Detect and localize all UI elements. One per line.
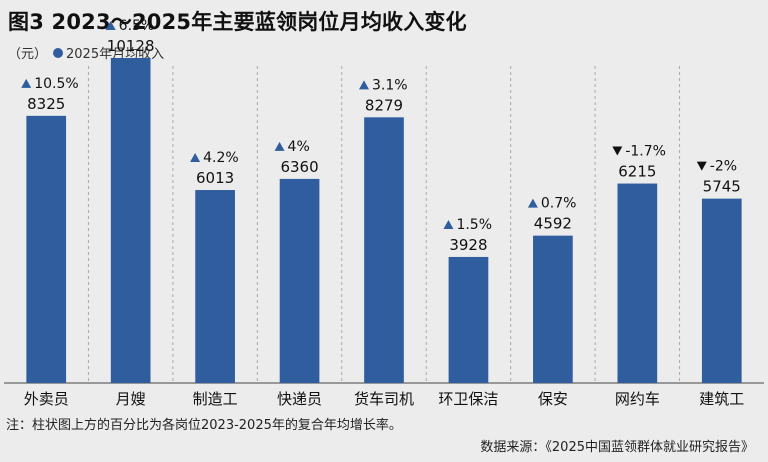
up-arrow-icon	[190, 153, 201, 163]
bar-月嫂	[110, 57, 151, 383]
growth-label: -1.7%	[625, 144, 666, 160]
value-label: 5745	[703, 178, 741, 196]
growth-label: 3.1%	[372, 77, 408, 93]
growth-label: 6.5%	[119, 18, 155, 34]
up-arrow-icon	[21, 78, 32, 88]
growth-label: 4%	[288, 139, 310, 155]
category-label: 建筑工	[699, 390, 744, 408]
category-label: 环卫保洁	[438, 390, 498, 408]
value-label: 6215	[618, 163, 656, 181]
value-label: 4592	[534, 215, 572, 233]
growth-label: 10.5%	[34, 76, 78, 92]
chart-title: 图3 2023～2025年主要蓝领岗位月均收入变化	[8, 10, 467, 34]
bar-保安	[533, 235, 573, 383]
bar-外卖员	[26, 115, 67, 383]
up-arrow-icon	[105, 20, 116, 30]
legend-dot-icon	[53, 47, 64, 58]
unit-label: （元）	[8, 47, 48, 62]
up-arrow-icon	[359, 80, 369, 90]
up-arrow-icon	[274, 141, 285, 151]
category-label: 货车司机	[354, 390, 414, 408]
category-label: 保安	[538, 390, 568, 408]
bar-建筑工	[701, 198, 742, 383]
value-label: 10128	[107, 37, 155, 55]
value-label: 3928	[449, 236, 487, 254]
up-arrow-icon	[443, 219, 454, 229]
down-arrow-icon	[612, 146, 623, 156]
bar-chart: 8325 10.5% 外卖员 10128 6.5% 月嫂 6013 4.2% 制造工 6360 4%…	[4, 18, 764, 408]
down-arrow-icon	[696, 161, 707, 171]
up-arrow-icon	[527, 198, 538, 208]
value-label: 8279	[365, 96, 403, 114]
growth-label: 1.5%	[456, 217, 492, 233]
value-label: 6360	[280, 158, 318, 176]
category-label: 外卖员	[24, 390, 69, 408]
data-source: 数据来源：《2025中国蓝领群体就业研究报告》	[480, 440, 754, 455]
growth-label: -2%	[710, 159, 737, 175]
category-label: 月嫂	[116, 390, 146, 408]
value-label: 8325	[27, 95, 65, 113]
footnote: 注：柱状图上方的百分比为各岗位2023-2025年的复合年均增长率。	[6, 418, 402, 433]
bar-制造工	[195, 190, 235, 383]
growth-label: 0.7%	[541, 196, 577, 212]
bar-快递员	[279, 178, 320, 383]
category-label: 制造工	[193, 390, 238, 408]
category-label: 网约车	[615, 390, 660, 408]
growth-label: 4.2%	[203, 150, 239, 166]
value-label: 6013	[196, 169, 234, 187]
category-label: 快递员	[277, 390, 322, 408]
bar-货车司机	[364, 117, 404, 383]
bar-网约车	[617, 183, 658, 383]
bar-环卫保洁	[448, 256, 489, 383]
